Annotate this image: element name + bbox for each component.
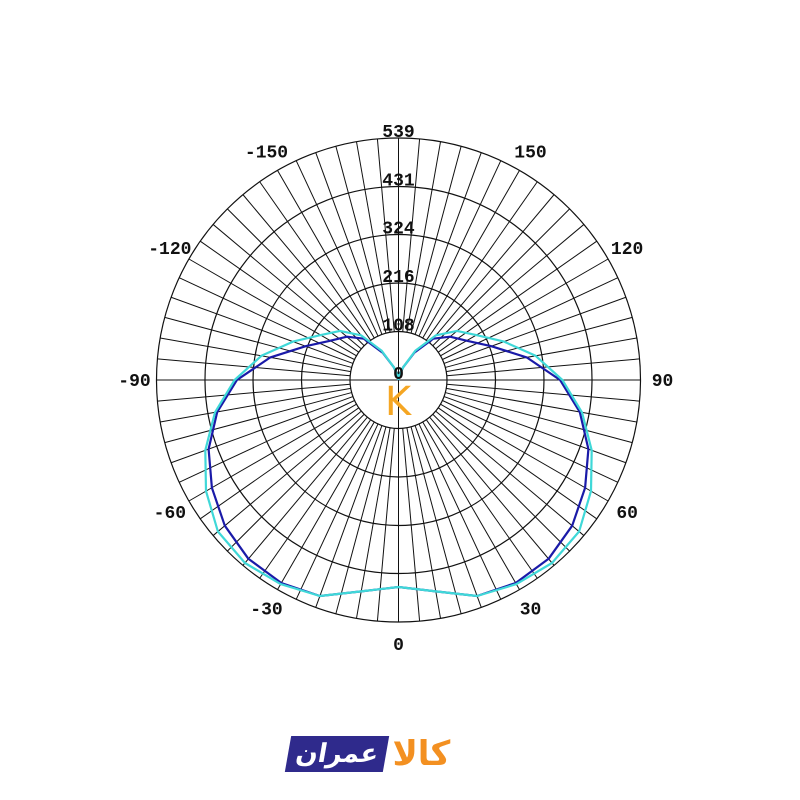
ring-gridline (155, 137, 642, 623)
angle-tick-label: -150 (245, 143, 288, 163)
radial-tick-label: 431 (382, 171, 415, 191)
angle-tick-label: 60 (616, 504, 638, 524)
polar-grid (155, 137, 642, 623)
radial-tick-label: 216 (382, 268, 414, 288)
angle-tick-label: 0 (393, 636, 404, 656)
angle-tick-label: 150 (514, 143, 546, 163)
angle-tick-label: 30 (520, 601, 542, 621)
ring-gridline (300, 282, 497, 478)
radial-tick-labels: 0 108 216 324 431 539 (382, 123, 415, 385)
radial-tick-label: 0 (393, 365, 404, 385)
ring-gridline (252, 233, 545, 527)
radial-tick-label: 324 (382, 220, 415, 240)
radial-tick-label: 539 (382, 123, 414, 143)
ring-gridline (349, 330, 448, 430)
angle-tick-label: -120 (148, 240, 191, 260)
logo-text-blue: عمران (284, 736, 390, 772)
logo-text-orange: کالا (392, 734, 451, 774)
watermark-k-logo: K (385, 379, 413, 425)
series-group (204, 329, 593, 598)
radial-tick-label: 108 (382, 317, 414, 337)
angle-tick-labels: 0 30 60 90 120 150 -30 -60 -90 -120 -150 (118, 143, 673, 656)
brand-logo: عمران کالا (284, 730, 514, 778)
angle-tick-label: 90 (652, 372, 674, 392)
angle-tick-label: -60 (154, 504, 186, 524)
angle-tick-label: -90 (118, 372, 150, 392)
angle-tick-label: -30 (250, 601, 282, 621)
series-line-1 (204, 329, 593, 598)
ring-gridline (204, 185, 593, 575)
angle-tick-label: 120 (611, 240, 643, 260)
